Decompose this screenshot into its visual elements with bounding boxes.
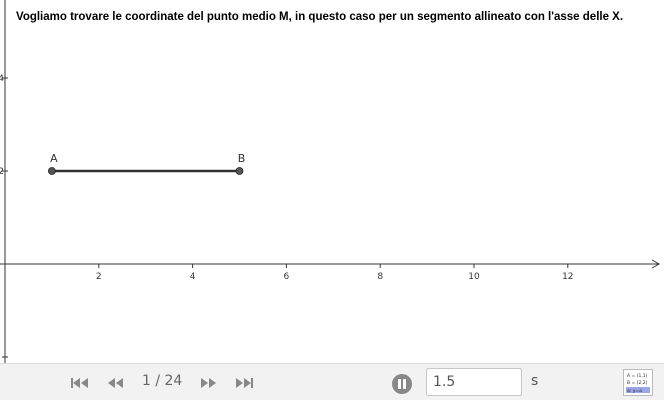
first-step-button[interactable] xyxy=(70,375,90,391)
x-axis-arrow xyxy=(651,259,661,269)
algebra-line: A = (1,1) xyxy=(627,373,648,379)
x-tick-label: 2 xyxy=(96,272,102,282)
y-tick-label: 4 xyxy=(0,74,4,84)
previous-step-button[interactable] xyxy=(106,375,126,391)
fast-forward-icon xyxy=(201,378,216,388)
skip-first-icon xyxy=(71,378,88,388)
next-step-button[interactable] xyxy=(198,375,218,391)
algebra-line: a: y=a xyxy=(627,389,642,394)
rewind-icon xyxy=(108,378,123,388)
algebra-line: B = (2,2) xyxy=(627,380,648,386)
point-label-b: B xyxy=(238,152,246,165)
point-a[interactable] xyxy=(48,167,56,175)
animation-toolbar: 1 / 24 s A = (1,1) B = (2,2) a: y=a xyxy=(0,363,664,400)
speed-unit: s xyxy=(531,373,539,389)
x-tick-label: 4 xyxy=(190,272,196,282)
instruction-text: Vogliamo trovare le coordinate del punto… xyxy=(16,11,624,23)
y-tick-label: 2 xyxy=(0,167,4,177)
pause-icon xyxy=(392,374,412,394)
y-tick-group: 42 xyxy=(0,74,8,358)
step-counter: 1 / 24 xyxy=(142,373,183,389)
x-tick-label: 8 xyxy=(377,272,383,282)
skip-last-icon xyxy=(236,378,253,388)
algebra-view-icon: A = (1,1) B = (2,2) a: y=a xyxy=(626,373,650,394)
point-b[interactable] xyxy=(235,167,244,175)
point-label-a: A xyxy=(50,152,58,165)
x-tick-group: 2 4 6 8 10 12 xyxy=(96,264,574,282)
pause-button[interactable] xyxy=(391,373,413,395)
x-tick-label: 12 xyxy=(562,272,573,282)
last-step-button[interactable] xyxy=(234,375,254,391)
speed-input[interactable] xyxy=(426,368,522,396)
x-tick-label: 10 xyxy=(468,272,480,282)
x-tick-label: 6 xyxy=(284,272,290,282)
algebra-view-button[interactable]: A = (1,1) B = (2,2) a: y=a xyxy=(623,369,653,396)
